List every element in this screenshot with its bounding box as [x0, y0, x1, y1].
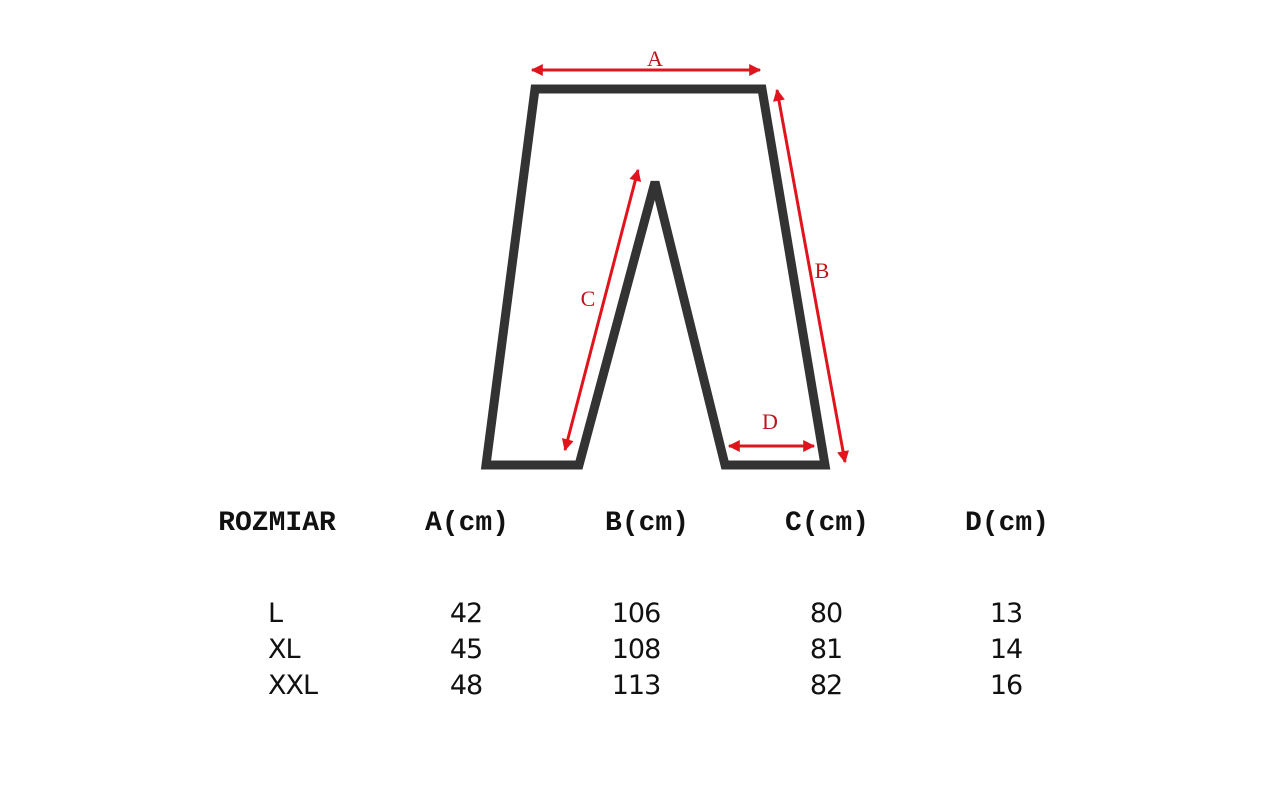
- label-b: B: [815, 258, 830, 283]
- measurement-cell: 82: [809, 670, 843, 701]
- header-a: A(cm): [424, 508, 510, 539]
- label-d: D: [762, 409, 778, 434]
- arrow-c: [561, 168, 642, 452]
- pants-outline: [480, 84, 831, 470]
- arrow-b: [773, 88, 849, 464]
- size-cell: XL: [268, 634, 301, 665]
- header-d: D(cm): [964, 508, 1050, 539]
- measurement-cell: 48: [449, 670, 483, 701]
- label-a: A: [647, 46, 663, 71]
- header-c: C(cm): [784, 508, 870, 539]
- measurement-cell: 108: [611, 634, 662, 665]
- size-cell: XXL: [268, 670, 318, 701]
- measurement-cell: 81: [809, 634, 843, 665]
- measurement-cell: 45: [449, 634, 483, 665]
- measurement-cell: 42: [449, 598, 483, 629]
- measurement-cell: 14: [989, 634, 1023, 665]
- measurement-cell: 16: [989, 670, 1023, 701]
- label-c: C: [581, 286, 596, 311]
- measurement-cell: 80: [809, 598, 843, 629]
- measurement-cell: 113: [611, 670, 662, 701]
- measurement-cell: 106: [611, 598, 662, 629]
- header-b: B(cm): [604, 508, 690, 539]
- measurement-cell: 13: [989, 598, 1023, 629]
- size-cell: L: [268, 598, 283, 629]
- header-size: ROZMIAR: [218, 508, 336, 539]
